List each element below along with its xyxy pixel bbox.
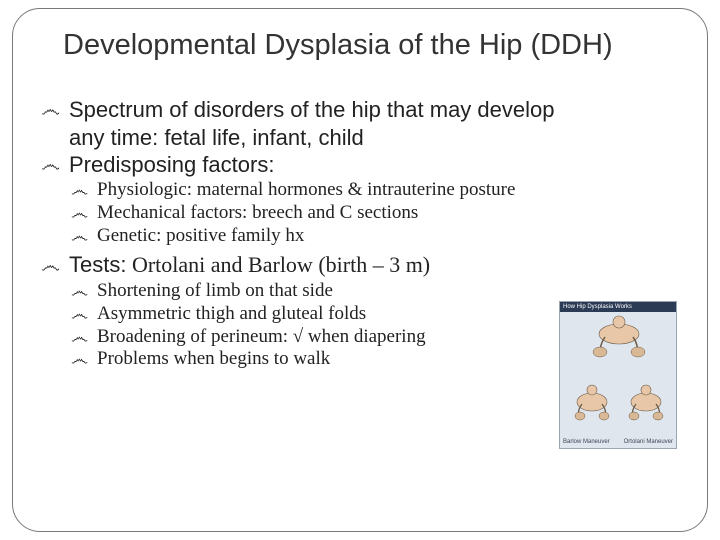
bullet-icon: ෴	[71, 327, 88, 349]
sub-text: Physiologic: maternal hormones & intraut…	[97, 179, 515, 200]
bullet-icon: ෴	[41, 99, 60, 122]
sub-text: Mechanical factors: breech and C section…	[97, 202, 418, 223]
sub-text: Asymmetric thigh and gluteal folds	[97, 303, 366, 324]
slide-frame: Developmental Dysplasia of the Hip (DDH)…	[12, 8, 708, 532]
bullet-icon: ෴	[71, 203, 88, 225]
hip-dysplasia-illustration: How Hip Dysplasia Works	[559, 301, 677, 449]
tests-label: Tests:	[69, 252, 126, 277]
illustration-footer: Barlow Maneuver Ortolani Maneuver	[560, 439, 676, 445]
bullet-spectrum-cont: any time: fetal life, infant, child	[41, 125, 679, 150]
sub-mechanical: ෴ Mechanical factors: breech and C secti…	[41, 202, 679, 225]
bullet-icon: ෴	[71, 349, 88, 371]
illustration-body: Barlow Maneuver Ortolani Maneuver	[560, 312, 676, 446]
bullet-text: Predisposing factors:	[69, 152, 274, 177]
bullet-icon: ෴	[71, 304, 88, 326]
bullet-icon: ෴	[41, 254, 60, 278]
infant-exam-icon	[560, 312, 677, 438]
illustration-title: How Hip Dysplasia Works	[563, 304, 632, 310]
bullet-icon: ෴	[41, 154, 60, 177]
footer-right: Ortolani Maneuver	[624, 439, 673, 445]
slide-content: ෴ Spectrum of disorders of the hip that …	[41, 97, 679, 371]
slide-title: Developmental Dysplasia of the Hip (DDH)	[63, 27, 669, 63]
bullet-text: Spectrum of disorders of the hip that ma…	[69, 97, 554, 122]
sub-text: Problems when begins to walk	[97, 348, 330, 369]
sub-text: Shortening of limb on that side	[97, 280, 333, 301]
tests-rest: Ortolani and Barlow (birth – 3 m)	[126, 252, 430, 277]
sub-shortening: ෴ Shortening of limb on that side	[41, 280, 679, 303]
sub-text: Genetic: positive family hx	[97, 225, 304, 246]
sub-text: Broadening of perineum: √ when diapering	[97, 326, 426, 347]
illustration-header: How Hip Dysplasia Works	[560, 302, 676, 312]
bullet-icon: ෴	[71, 180, 88, 202]
bullet-predisposing: ෴ Predisposing factors:	[41, 152, 679, 177]
bullet-tests: ෴ Tests: Ortolani and Barlow (birth – 3 …	[41, 252, 679, 278]
sub-genetic: ෴ Genetic: positive family hx	[41, 225, 679, 248]
bullet-icon: ෴	[71, 226, 88, 248]
bullet-spectrum: ෴ Spectrum of disorders of the hip that …	[41, 97, 679, 122]
bullet-icon: ෴	[71, 281, 88, 303]
sub-physiologic: ෴ Physiologic: maternal hormones & intra…	[41, 179, 679, 202]
footer-left: Barlow Maneuver	[563, 439, 610, 445]
